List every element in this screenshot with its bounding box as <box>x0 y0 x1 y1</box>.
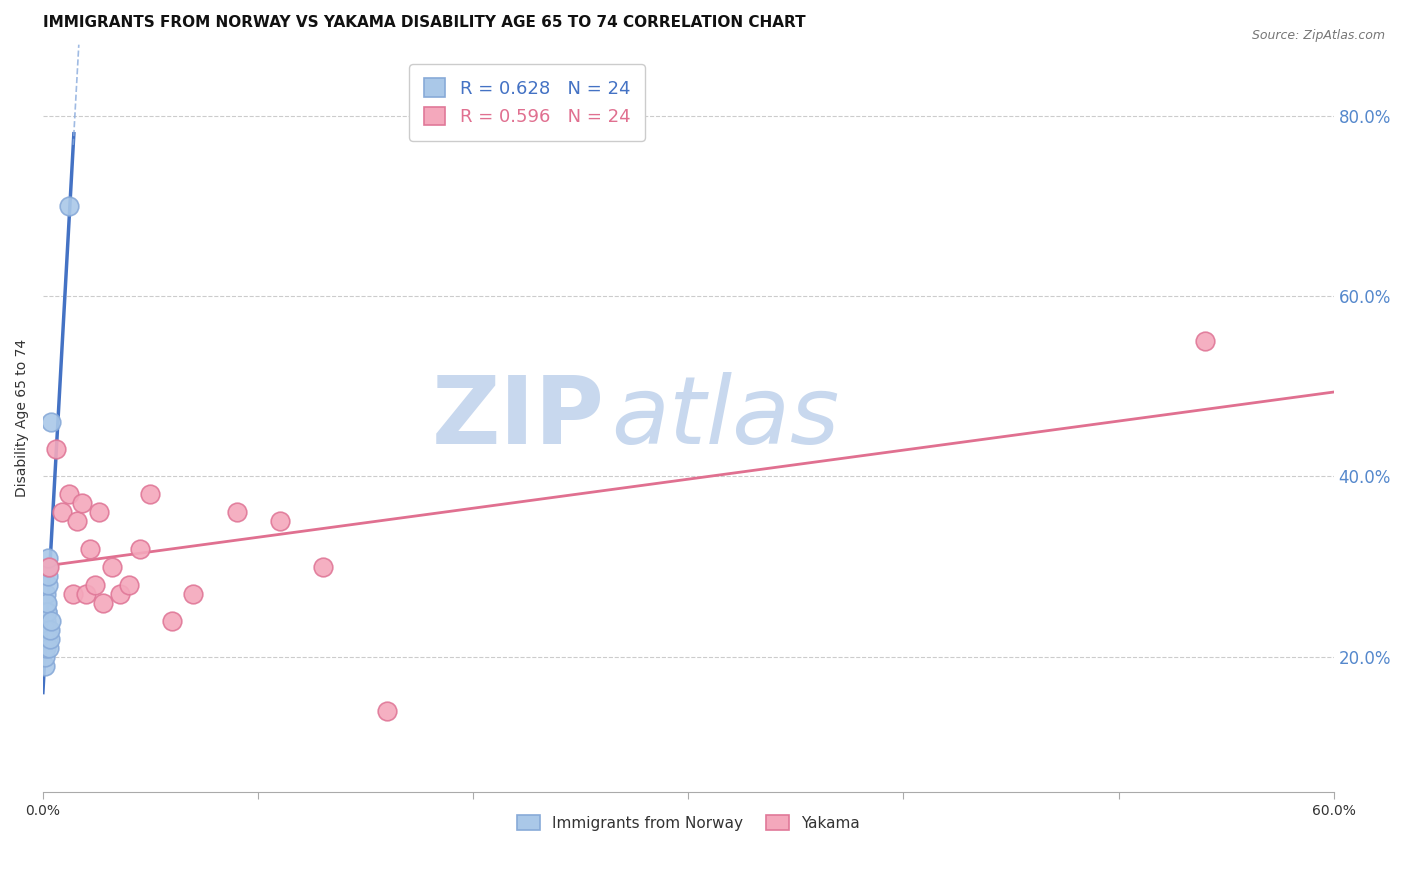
Text: Source: ZipAtlas.com: Source: ZipAtlas.com <box>1251 29 1385 42</box>
Point <box>79 541 101 556</box>
Text: IMMIGRANTS FROM NORWAY VS YAKAMA DISABILITY AGE 65 TO 74 CORRELATION CHART: IMMIGRANTS FROM NORWAY VS YAKAMA DISABIL… <box>44 15 806 30</box>
Point <box>118 577 141 591</box>
Point <box>58 199 80 213</box>
Point <box>34 649 56 664</box>
Point <box>45 442 67 457</box>
Text: atlas: atlas <box>610 372 839 463</box>
Text: ZIP: ZIP <box>432 372 605 464</box>
Point <box>35 596 58 610</box>
Point <box>75 586 97 600</box>
Point <box>39 623 62 637</box>
Point <box>311 559 333 574</box>
Point <box>39 614 62 628</box>
Point <box>34 640 56 655</box>
Point <box>225 506 247 520</box>
Point <box>38 640 60 655</box>
Point <box>35 586 58 600</box>
Point <box>66 515 89 529</box>
Point <box>37 568 59 582</box>
Point <box>183 586 205 600</box>
Point <box>160 614 183 628</box>
Point <box>39 415 62 429</box>
Point <box>37 577 59 591</box>
Point <box>34 632 56 646</box>
Point <box>37 596 59 610</box>
Legend: Immigrants from Norway, Yakama: Immigrants from Norway, Yakama <box>510 808 866 837</box>
Point <box>83 577 105 591</box>
Point <box>62 586 84 600</box>
Point <box>35 614 58 628</box>
Point <box>38 632 60 646</box>
Point <box>37 559 59 574</box>
Y-axis label: Disability Age 65 to 74: Disability Age 65 to 74 <box>15 339 30 497</box>
Point <box>110 586 132 600</box>
Point <box>35 623 58 637</box>
Point <box>1194 334 1216 348</box>
Point <box>87 506 110 520</box>
Point <box>91 596 114 610</box>
Point <box>128 541 150 556</box>
Point <box>35 605 58 619</box>
Point <box>37 550 59 565</box>
Point <box>100 559 122 574</box>
Point <box>51 506 73 520</box>
Point <box>38 623 60 637</box>
Point <box>34 640 56 655</box>
Point <box>269 515 291 529</box>
Point <box>34 658 56 673</box>
Point <box>38 559 60 574</box>
Point <box>58 487 80 501</box>
Point <box>37 632 59 646</box>
Point <box>375 704 398 718</box>
Point <box>70 496 93 510</box>
Point <box>37 605 59 619</box>
Point <box>139 487 162 501</box>
